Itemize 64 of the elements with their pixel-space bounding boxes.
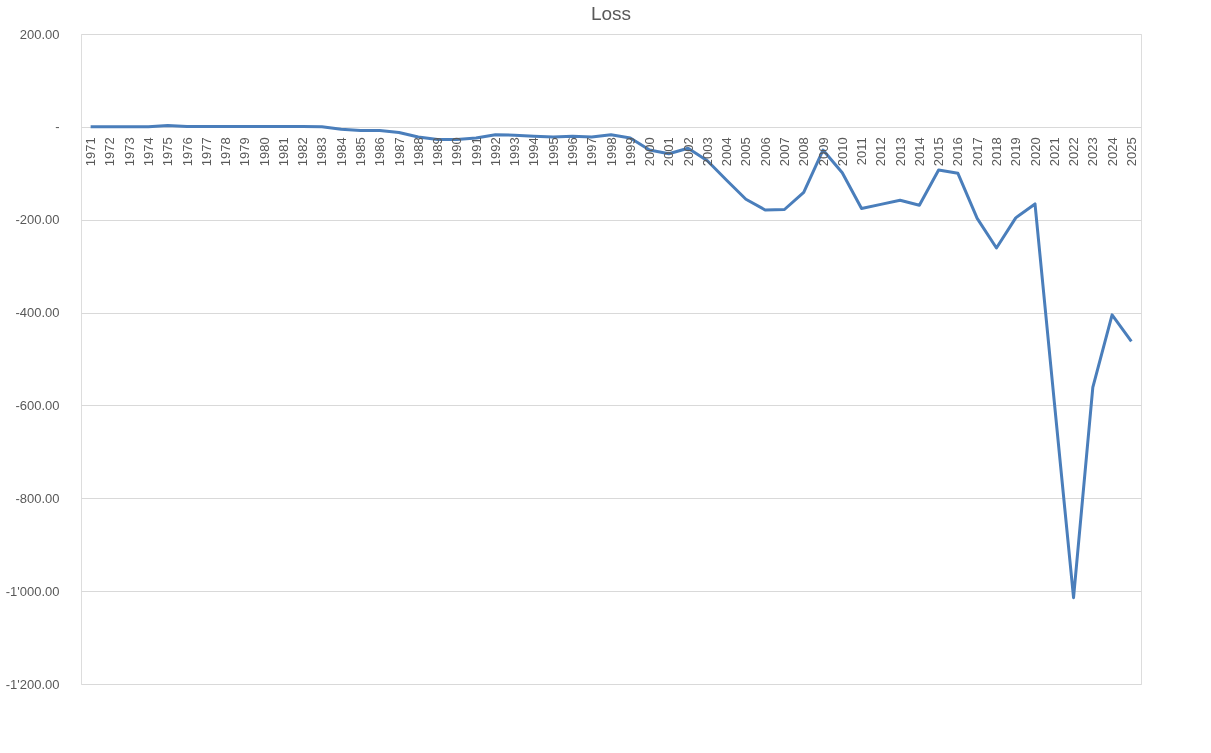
- y-tick-label: 200.00: [19, 26, 60, 42]
- x-tick-label: 1985: [352, 137, 368, 167]
- x-tick-label: 1984: [333, 137, 349, 167]
- x-tick-label: 2001: [661, 137, 677, 167]
- x-tick-label: 1991: [468, 137, 484, 167]
- x-tick-label: 2022: [1066, 137, 1082, 167]
- x-tick-label: 1974: [140, 137, 156, 167]
- x-tick-label: 1999: [622, 137, 638, 167]
- x-tick-label: 1996: [564, 137, 580, 167]
- x-tick-label: 2017: [969, 137, 985, 167]
- x-tick-label: 1998: [603, 137, 619, 167]
- x-tick-label: 2021: [1046, 137, 1062, 167]
- x-tick-label: 2003: [699, 137, 715, 167]
- y-tick-label: -1'200.00: [5, 676, 60, 692]
- x-tick-label: 1975: [160, 137, 176, 167]
- x-tick-label: 1992: [487, 137, 503, 167]
- y-tick-label: -1'000.00: [5, 583, 60, 599]
- x-tick-label: 1995: [545, 137, 561, 167]
- x-tick-label: 1971: [83, 137, 99, 167]
- x-tick-label: 2002: [680, 137, 696, 167]
- y-tick-label: -600.00: [15, 397, 60, 413]
- x-tick-label: 1988: [410, 137, 426, 167]
- x-tick-label: 1978: [218, 137, 234, 167]
- x-tick-label: 2018: [988, 137, 1004, 167]
- x-tick-label: 2008: [796, 137, 812, 167]
- x-tick-label: 2016: [950, 137, 966, 167]
- x-tick-label: 1980: [256, 137, 272, 167]
- y-tick-label: -400.00: [15, 305, 60, 321]
- x-tick-label: 2025: [1123, 137, 1139, 167]
- x-tick-label: 1982: [295, 137, 311, 167]
- x-tick-label: 2010: [834, 137, 850, 167]
- x-tick-label: 1972: [102, 137, 118, 167]
- x-tick-label: 2011: [854, 137, 870, 166]
- x-tick-label: 2015: [931, 137, 947, 167]
- x-tick-label: 2020: [1027, 137, 1043, 167]
- x-tick-label: 1993: [507, 137, 523, 167]
- x-tick-label: 1983: [314, 137, 330, 167]
- x-tick-label: 2007: [776, 137, 792, 167]
- y-tick-label: -: [55, 119, 60, 135]
- x-tick-label: 1987: [391, 137, 407, 167]
- x-tick-label: 2000: [642, 137, 658, 167]
- x-tick-label: 2005: [738, 137, 754, 167]
- x-tick-label: 1989: [430, 137, 446, 167]
- x-tick-label: 1976: [179, 137, 195, 167]
- x-tick-label: 2024: [1104, 137, 1120, 167]
- x-tick-label: 1979: [237, 137, 253, 167]
- x-tick-label: 2006: [757, 137, 773, 167]
- x-tick-label: 1986: [372, 137, 388, 167]
- x-tick-label: 2012: [873, 137, 889, 167]
- x-tick-label: 2009: [815, 137, 831, 167]
- x-tick-label: 1981: [275, 137, 291, 167]
- x-tick-label: 2023: [1085, 137, 1101, 167]
- x-tick-label: 2004: [719, 137, 735, 167]
- x-tick-label: 1990: [449, 137, 465, 167]
- y-tick-label: -200.00: [15, 212, 60, 228]
- x-tick-label: 1973: [121, 137, 137, 167]
- x-tick-label: 1977: [198, 137, 214, 167]
- x-tick-label: 2013: [892, 137, 908, 167]
- x-tick-label: 2019: [1008, 137, 1024, 167]
- y-tick-label: -800.00: [15, 490, 60, 506]
- x-tick-label: 1997: [584, 137, 600, 167]
- x-tick-label: 1994: [526, 137, 542, 167]
- chart-title: Loss: [590, 3, 632, 24]
- x-tick-label: 2014: [911, 137, 927, 167]
